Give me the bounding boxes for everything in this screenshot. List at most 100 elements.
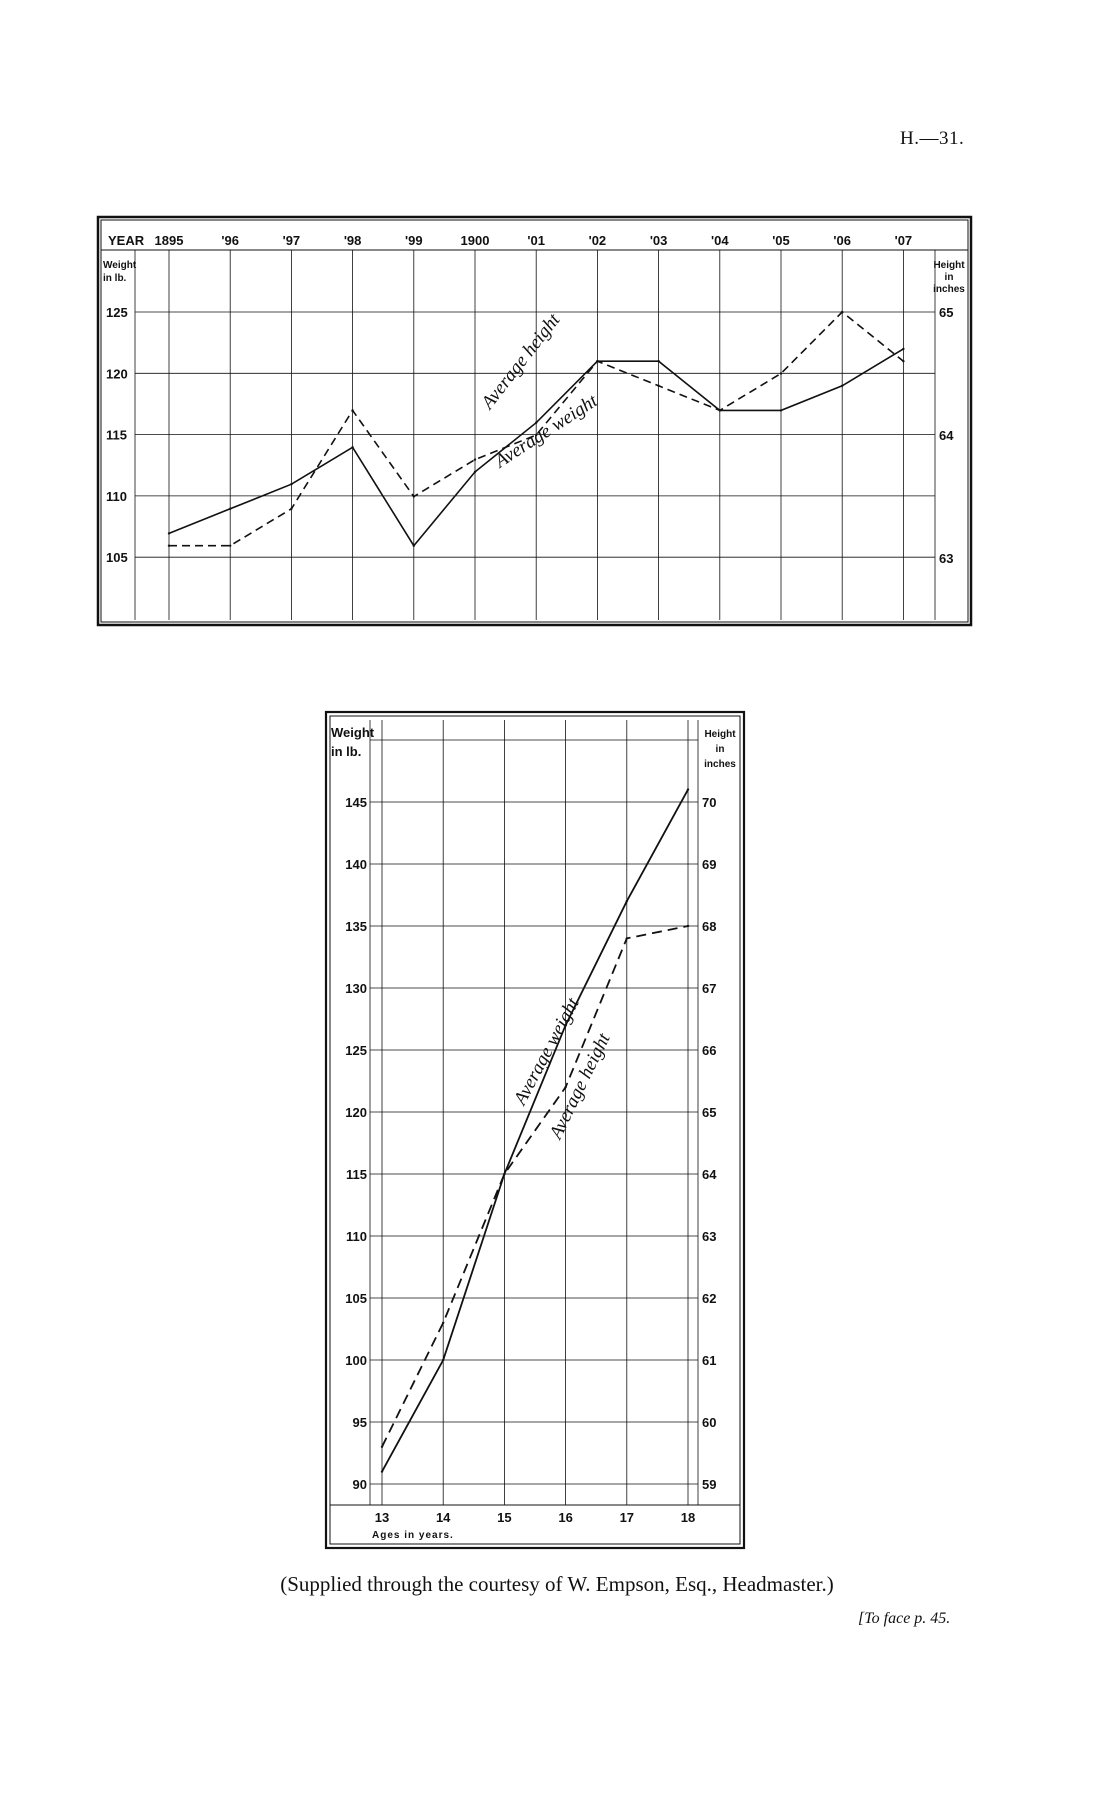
data-point <box>351 409 354 412</box>
data-point <box>412 495 415 498</box>
data-point <box>657 360 660 363</box>
right-tick-label: 61 <box>702 1353 716 1368</box>
left-tick-label: 115 <box>346 1167 367 1182</box>
age-chart: 145 140 135 130 125 120 115 110 105 100 95 90 70 69 68… <box>324 710 746 1550</box>
left-tick-label: 110 <box>106 489 127 504</box>
right-tick-label: 65 <box>702 1105 716 1120</box>
x-tick-label: 15 <box>497 1510 511 1525</box>
x-tick-label: '03 <box>650 233 668 248</box>
x-tick-label: '98 <box>344 233 362 248</box>
right-tick-label: 68 <box>702 919 716 934</box>
right-tick-label: 59 <box>702 1477 716 1492</box>
data-point <box>564 1023 567 1027</box>
data-point <box>229 544 232 547</box>
left-tick-label: 95 <box>353 1415 367 1430</box>
data-point <box>902 360 905 363</box>
data-point <box>779 409 783 412</box>
right-tick-label: 70 <box>702 795 716 810</box>
left-tick-label: 120 <box>106 366 128 381</box>
data-point <box>412 544 415 547</box>
data-point <box>841 384 844 387</box>
chart-frame <box>324 710 746 1550</box>
right-axis-label: Height <box>704 729 736 740</box>
x-tick-label: 1895 <box>155 233 184 248</box>
left-axis-label: Weight <box>331 725 375 740</box>
data-point <box>535 433 538 437</box>
x-tick-label: '02 <box>589 233 607 248</box>
data-point <box>351 446 354 449</box>
left-tick-label: 105 <box>345 1291 367 1306</box>
left-axis-label: Weight <box>103 260 137 271</box>
right-tick-label: 62 <box>702 1291 716 1306</box>
left-tick-label: 135 <box>345 919 367 934</box>
data-point <box>473 470 477 474</box>
weight-line <box>381 789 689 1473</box>
right-tick-label: 63 <box>702 1229 716 1244</box>
chart-frame <box>96 215 973 627</box>
x-axis-label: Ages in years. <box>372 1530 454 1541</box>
left-tick-label: 100 <box>345 1353 367 1368</box>
x-tick-label: 14 <box>436 1510 451 1525</box>
data-point <box>167 532 171 535</box>
right-axis-label: inches <box>933 284 965 295</box>
data-point <box>657 384 660 387</box>
x-tick-label: 16 <box>558 1510 572 1525</box>
left-axis-label: in lb. <box>331 744 361 759</box>
x-tick-label: '07 <box>895 233 913 248</box>
data-point <box>596 360 599 363</box>
x-tick-label: 18 <box>681 1510 695 1525</box>
left-tick-label: 125 <box>106 305 128 320</box>
page-reference: H.—31. <box>900 128 965 149</box>
right-tick-label: 63 <box>939 551 953 566</box>
x-tick-label: 13 <box>375 1510 389 1525</box>
x-tick-label: '97 <box>283 233 301 248</box>
x-tick-label: '05 <box>772 233 790 248</box>
face-page-note: [To face p. 45. <box>858 1610 951 1627</box>
right-tick-label: 64 <box>702 1167 717 1182</box>
left-axis-label: in lb. <box>103 273 127 284</box>
left-tick-label: 145 <box>345 795 367 810</box>
right-axis-label: inches <box>704 759 736 770</box>
data-point <box>625 937 628 940</box>
left-tick-label: 110 <box>346 1229 367 1244</box>
data-point <box>229 507 232 510</box>
chart-inner-frame <box>100 219 969 623</box>
x-tick-label: 1900 <box>461 233 490 248</box>
left-tick-label: 105 <box>106 550 128 565</box>
data-point <box>503 1172 506 1176</box>
data-point <box>380 1470 384 1473</box>
left-tick-label: 90 <box>353 1477 367 1492</box>
right-tick-label: 64 <box>939 428 954 443</box>
data-point <box>442 1358 445 1362</box>
right-tick-label: 69 <box>702 857 716 872</box>
data-point <box>442 1321 445 1325</box>
right-axis-label: in <box>945 272 954 283</box>
right-axis-label: in <box>716 744 725 755</box>
chart-inner-frame <box>329 715 741 1545</box>
x-tick-label: '06 <box>833 233 851 248</box>
right-tick-label: 60 <box>702 1415 716 1430</box>
data-point <box>290 507 293 510</box>
figure-caption: (Supplied through the courtesy of W. Emp… <box>280 1572 834 1596</box>
right-tick-label: 67 <box>702 981 716 996</box>
x-header: YEAR <box>108 233 145 248</box>
data-point <box>902 347 905 351</box>
x-tick-label: '96 <box>221 233 239 248</box>
x-tick-label: '04 <box>711 233 729 248</box>
x-tick-label: '99 <box>405 233 423 248</box>
year-chart: 125 120 115 110 105 65 64 63 YEAR 1895 '96 '97 '98 '9… <box>96 215 973 627</box>
right-tick-label: 65 <box>939 305 953 320</box>
left-tick-label: 125 <box>345 1043 367 1058</box>
data-point <box>564 1086 567 1089</box>
data-point <box>841 310 844 314</box>
left-tick-label: 120 <box>345 1105 367 1120</box>
left-tick-label: 140 <box>345 857 367 872</box>
x-tick-label: '01 <box>527 233 545 248</box>
data-point <box>718 409 721 412</box>
data-point <box>380 1445 384 1449</box>
x-tick-label: 17 <box>620 1510 634 1525</box>
data-point <box>290 483 293 486</box>
left-tick-label: 130 <box>345 981 367 996</box>
right-tick-label: 66 <box>702 1043 716 1058</box>
data-point <box>473 458 477 461</box>
